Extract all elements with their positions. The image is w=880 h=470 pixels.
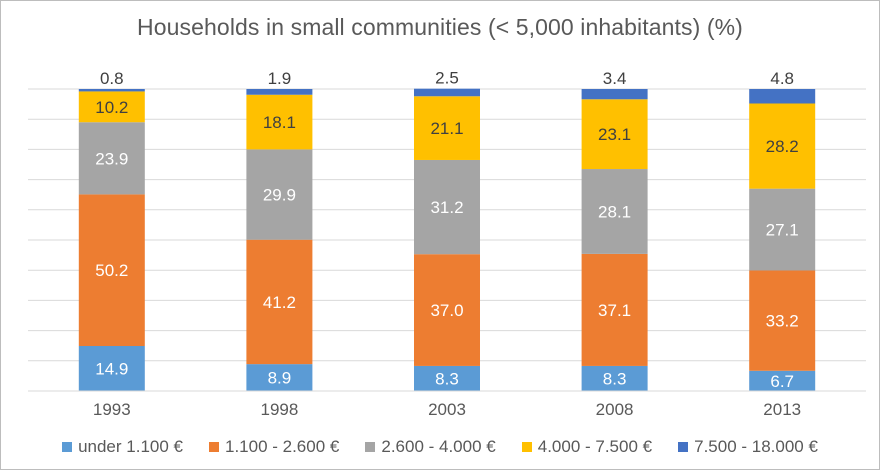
bar-segment	[581, 169, 648, 254]
chart-title: Households in small communities (< 5,000…	[137, 14, 743, 40]
legend-swatch	[208, 442, 219, 452]
bar-segment	[749, 270, 816, 371]
bar-segment	[581, 365, 648, 391]
data-label: 14.9	[95, 360, 128, 379]
data-label: 21.1	[430, 119, 463, 138]
data-label: 0.8	[100, 69, 124, 88]
data-label: 28.1	[598, 202, 631, 221]
data-label: 33.2	[766, 312, 799, 331]
bar-segment	[749, 188, 816, 271]
data-label: 50.2	[95, 261, 128, 280]
x-tick-label: 1993	[93, 400, 131, 419]
legend-swatch	[521, 442, 532, 452]
data-label: 37.1	[598, 301, 631, 320]
bar-segment	[749, 103, 816, 189]
bar-segment	[414, 159, 480, 255]
bar-segment	[78, 194, 145, 347]
bar-segment	[581, 89, 648, 100]
data-label: 8.3	[435, 369, 459, 388]
x-tick-label: 1998	[260, 400, 298, 419]
bar-segment	[414, 88, 480, 97]
chart-plot: 14.9 50.2 23.9 10.2 0.8 1993 8.9 41.2 29.9 18.1 1.…	[28, 69, 866, 419]
data-label: 23.1	[598, 125, 631, 144]
legend-label: under 1.100 €	[78, 437, 183, 456]
data-label: 31.2	[430, 198, 463, 217]
legend-swatch	[62, 442, 73, 452]
bar-segment	[78, 91, 145, 123]
data-label: 27.1	[766, 221, 799, 240]
bar-segment	[414, 365, 480, 391]
legend-item: under 1.100 €	[62, 437, 183, 457]
data-label: 8.9	[268, 369, 292, 388]
data-label: 41.2	[263, 293, 296, 312]
data-label: 8.3	[603, 369, 627, 388]
data-label: 10.2	[95, 98, 128, 117]
legend-item: 7.500 - 18.000 €	[678, 437, 818, 457]
bar-segment	[246, 89, 313, 95]
bar-segment	[749, 370, 816, 391]
legend-swatch	[678, 442, 689, 452]
legend-label: 7.500 - 18.000 €	[694, 437, 818, 456]
legend-label: 4.000 - 7.500 €	[537, 437, 653, 456]
bar-segment	[246, 94, 313, 150]
chart-legend: under 1.100 € 1.100 - 2.600 € 2.600 - 4.00…	[0, 434, 880, 460]
legend-item: 2.600 - 4.000 €	[365, 437, 496, 457]
data-label: 23.9	[95, 149, 128, 168]
bar-segment	[78, 346, 145, 391]
data-label: 28.2	[766, 137, 799, 156]
data-label: 29.9	[263, 186, 296, 205]
bar-segment	[414, 96, 480, 160]
x-tick-label: 2008	[596, 400, 634, 419]
data-label: 1.9	[268, 69, 292, 88]
bar-segment	[749, 89, 816, 104]
bar-segment	[246, 239, 313, 365]
bar-segment	[78, 89, 145, 92]
x-tick-label: 2003	[428, 400, 466, 419]
legend-item: 1.100 - 2.600 €	[208, 437, 340, 457]
data-label: 3.4	[603, 69, 627, 88]
bar-segment	[414, 254, 480, 366]
data-label: 4.8	[770, 69, 794, 88]
legend-item: 4.000 - 7.500 €	[521, 437, 653, 457]
x-tick-label: 2013	[763, 400, 801, 419]
data-label: 2.5	[435, 69, 459, 88]
bar-segment	[246, 364, 313, 391]
legend-label: 1.100 - 2.600 €	[224, 437, 340, 456]
bar-segment	[581, 99, 648, 170]
data-label: 6.7	[770, 372, 794, 391]
data-label: 37.0	[430, 301, 463, 320]
bar-segment	[246, 149, 313, 240]
legend-swatch	[365, 442, 376, 452]
bar-segment	[78, 122, 145, 195]
legend-label: 2.600 - 4.000 €	[381, 437, 496, 456]
bar-segment	[581, 253, 648, 366]
data-label: 18.1	[263, 113, 296, 132]
